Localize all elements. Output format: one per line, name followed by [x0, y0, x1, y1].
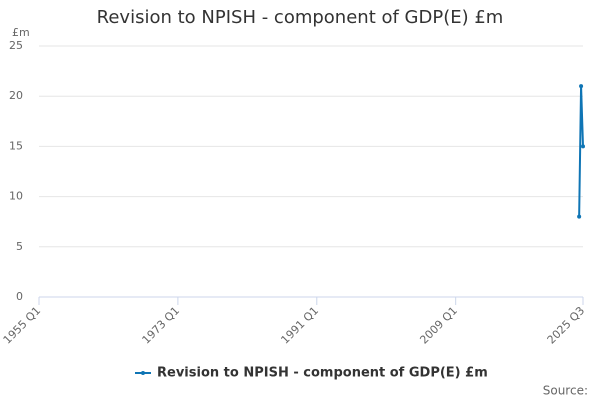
legend-dot: [141, 371, 145, 375]
y-tick-label: 0: [16, 290, 23, 303]
y-unit: £m: [12, 26, 30, 39]
y-tick-label: 25: [9, 39, 23, 52]
x-tick-label: 1955 Q1: [1, 304, 44, 347]
y-tick-label: 10: [9, 190, 23, 203]
legend-label: Revision to NPISH - component of GDP(E) …: [157, 366, 488, 381]
y-tick-label: 20: [9, 89, 23, 102]
y-tick-label: 5: [16, 240, 23, 253]
x-tick-label: 1991 Q1: [278, 304, 321, 347]
point: [577, 214, 582, 219]
x-tick-label: 2025 Q3: [545, 304, 588, 347]
point: [581, 144, 585, 149]
x-tick-label: 1973 Q1: [140, 304, 183, 347]
source: Source:: [543, 384, 588, 398]
x-tick-label: 2009 Q1: [417, 304, 460, 347]
y-tick-label: 15: [9, 139, 23, 152]
line: [578, 86, 584, 217]
chart-title: Revision to NPISH - component of GDP(E) …: [97, 7, 504, 28]
point: [579, 84, 584, 89]
